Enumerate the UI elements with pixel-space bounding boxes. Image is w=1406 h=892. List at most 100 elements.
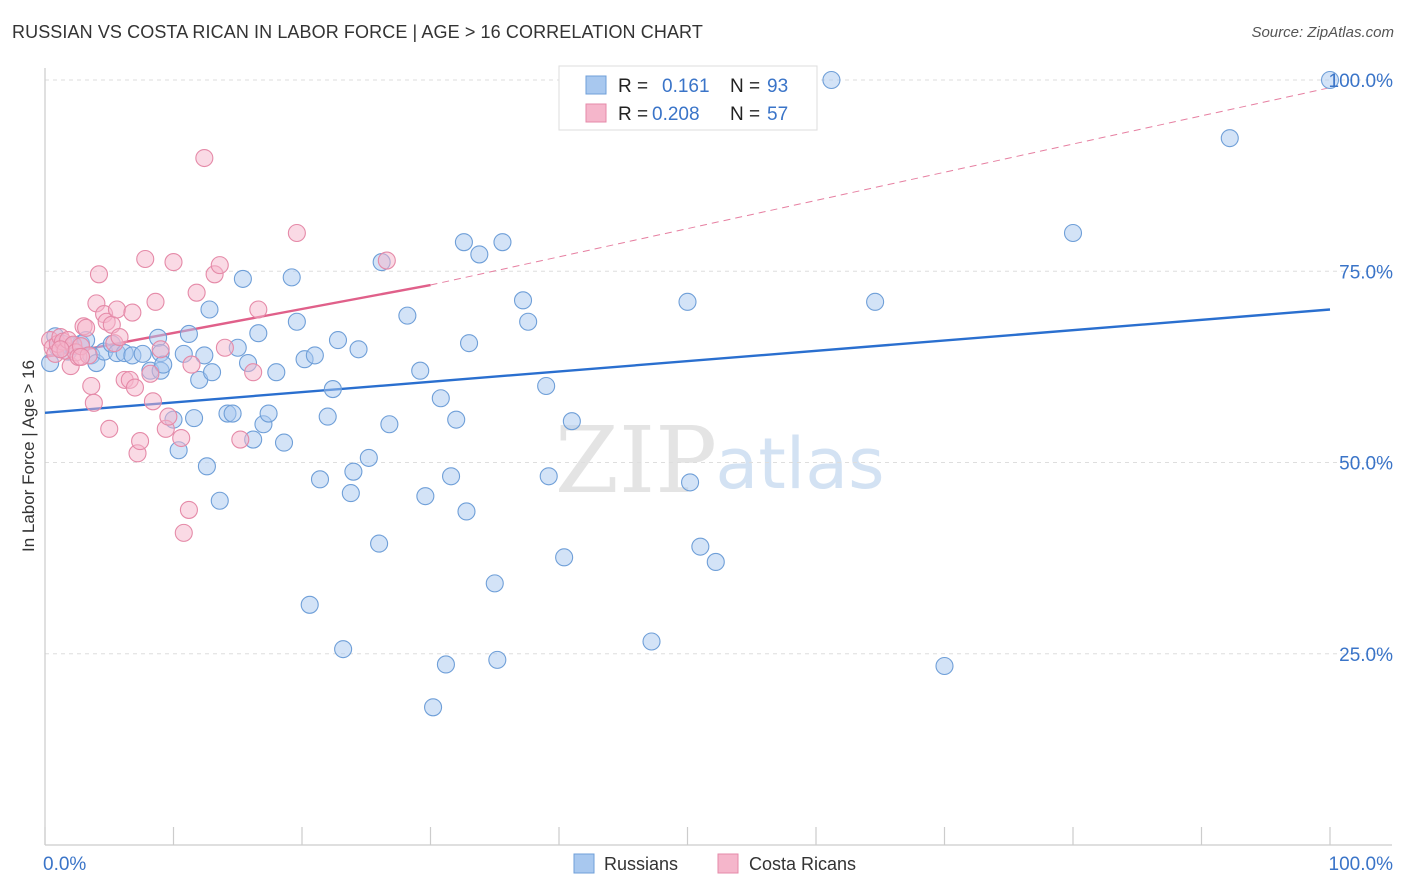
point-russians xyxy=(197,457,216,476)
point-russians xyxy=(223,404,242,423)
point-russians xyxy=(1063,223,1083,243)
point-russians xyxy=(642,632,661,651)
point-russians xyxy=(457,502,476,521)
y-tick-label: 50.0% xyxy=(1339,454,1393,475)
point-russians xyxy=(470,245,489,264)
point-russians xyxy=(267,363,286,382)
point-russians xyxy=(210,491,229,510)
watermark-zip: ZIP xyxy=(555,407,717,514)
point-russians xyxy=(1320,70,1340,90)
data-points xyxy=(41,70,1340,717)
point-costa-ricans xyxy=(151,340,170,359)
point-russians xyxy=(1220,129,1239,148)
legend-bottom-label-russians: Russians xyxy=(604,854,678,874)
point-russians xyxy=(398,306,417,325)
point-costa-ricans xyxy=(107,300,127,319)
point-russians xyxy=(447,410,466,429)
y-tick-label: 25.0% xyxy=(1339,645,1393,666)
point-russians xyxy=(249,324,268,343)
point-russians xyxy=(344,462,363,481)
point-russians xyxy=(323,380,342,399)
point-russians xyxy=(185,409,204,428)
y-axis-label: In Labor Force | Age > 16 xyxy=(19,360,38,552)
point-costa-ricans xyxy=(179,500,198,519)
point-russians xyxy=(493,233,512,252)
point-russians xyxy=(195,346,214,365)
point-russians xyxy=(436,655,455,674)
point-costa-ricans xyxy=(100,419,119,438)
point-costa-ricans xyxy=(187,283,206,302)
point-russians xyxy=(318,407,337,426)
legend-r-value-russians: 0.161 xyxy=(662,76,710,97)
point-russians xyxy=(274,433,294,452)
point-costa-ricans xyxy=(146,292,165,311)
legend-n-label-russians: N = xyxy=(730,76,760,97)
trend-line-costa-ricans-projection xyxy=(430,87,1331,286)
point-costa-ricans xyxy=(210,256,229,275)
point-costa-ricans xyxy=(123,303,142,322)
point-russians xyxy=(380,415,399,434)
point-costa-ricans xyxy=(174,523,193,542)
point-costa-ricans xyxy=(77,318,96,337)
point-russians xyxy=(300,595,319,614)
legend-series: Russians Costa Ricans xyxy=(573,853,856,874)
point-costa-ricans xyxy=(377,251,396,270)
point-costa-ricans xyxy=(249,300,268,319)
point-russians xyxy=(282,268,301,287)
point-russians xyxy=(822,70,841,90)
point-russians xyxy=(519,312,538,331)
point-costa-ricans xyxy=(287,223,306,243)
point-costa-ricans xyxy=(159,407,178,426)
chart-title: RUSSIAN VS COSTA RICAN IN LABOR FORCE | … xyxy=(12,22,703,42)
point-russians xyxy=(681,473,700,492)
point-russians xyxy=(539,467,558,486)
point-russians xyxy=(370,534,389,553)
point-costa-ricans xyxy=(172,428,191,448)
point-costa-ricans xyxy=(182,355,201,374)
y-tick-label: 75.0% xyxy=(1339,262,1393,283)
point-russians xyxy=(200,300,219,319)
point-russians xyxy=(328,331,348,350)
point-russians xyxy=(334,640,353,659)
point-russians xyxy=(349,340,368,359)
point-russians xyxy=(537,376,556,396)
x-tick-label-start: 0.0% xyxy=(43,854,86,875)
legend-r-label-russians: R = xyxy=(618,76,648,97)
trend-line-russians xyxy=(44,308,1331,414)
point-russians xyxy=(203,363,222,382)
point-russians xyxy=(359,448,378,467)
legend-swatch-russians xyxy=(585,75,607,95)
legend-r-value-costa-ricans: 0.208 xyxy=(652,104,700,125)
point-costa-ricans xyxy=(51,340,70,359)
point-costa-ricans xyxy=(110,327,129,347)
point-russians xyxy=(459,334,479,353)
point-russians xyxy=(935,656,954,676)
point-russians xyxy=(488,650,507,669)
point-russians xyxy=(442,467,461,486)
point-russians xyxy=(305,346,324,365)
point-russians xyxy=(454,233,473,252)
point-russians xyxy=(424,698,443,717)
point-russians xyxy=(310,470,330,489)
point-costa-ricans xyxy=(215,338,234,357)
watermark-atlas: atlas xyxy=(715,423,884,505)
point-russians xyxy=(416,487,435,506)
point-costa-ricans xyxy=(125,378,144,397)
point-russians xyxy=(411,361,430,380)
legend-bottom-swatch-costa-ricans xyxy=(717,853,739,874)
point-russians xyxy=(513,291,533,310)
point-russians xyxy=(133,344,152,363)
legend-swatch-costa-ricans xyxy=(585,103,607,123)
point-costa-ricans xyxy=(143,392,162,411)
point-costa-ricans xyxy=(164,253,183,272)
tick-labels: 25.0% 50.0% 75.0% 100.0% 0.0% 100.0% xyxy=(43,71,1393,875)
legend-n-value-costa-ricans: 57 xyxy=(767,104,788,125)
legend-r-label-costa-ricans: R = xyxy=(618,104,648,125)
point-russians xyxy=(691,537,710,556)
point-costa-ricans xyxy=(84,393,103,412)
point-russians xyxy=(287,312,306,331)
point-russians xyxy=(431,389,450,408)
legend-stats: R = 0.161 N = 93 R = 0.208 N = 57 xyxy=(558,65,818,131)
legend-bottom-swatch-russians xyxy=(573,853,595,874)
point-russians xyxy=(678,292,697,311)
